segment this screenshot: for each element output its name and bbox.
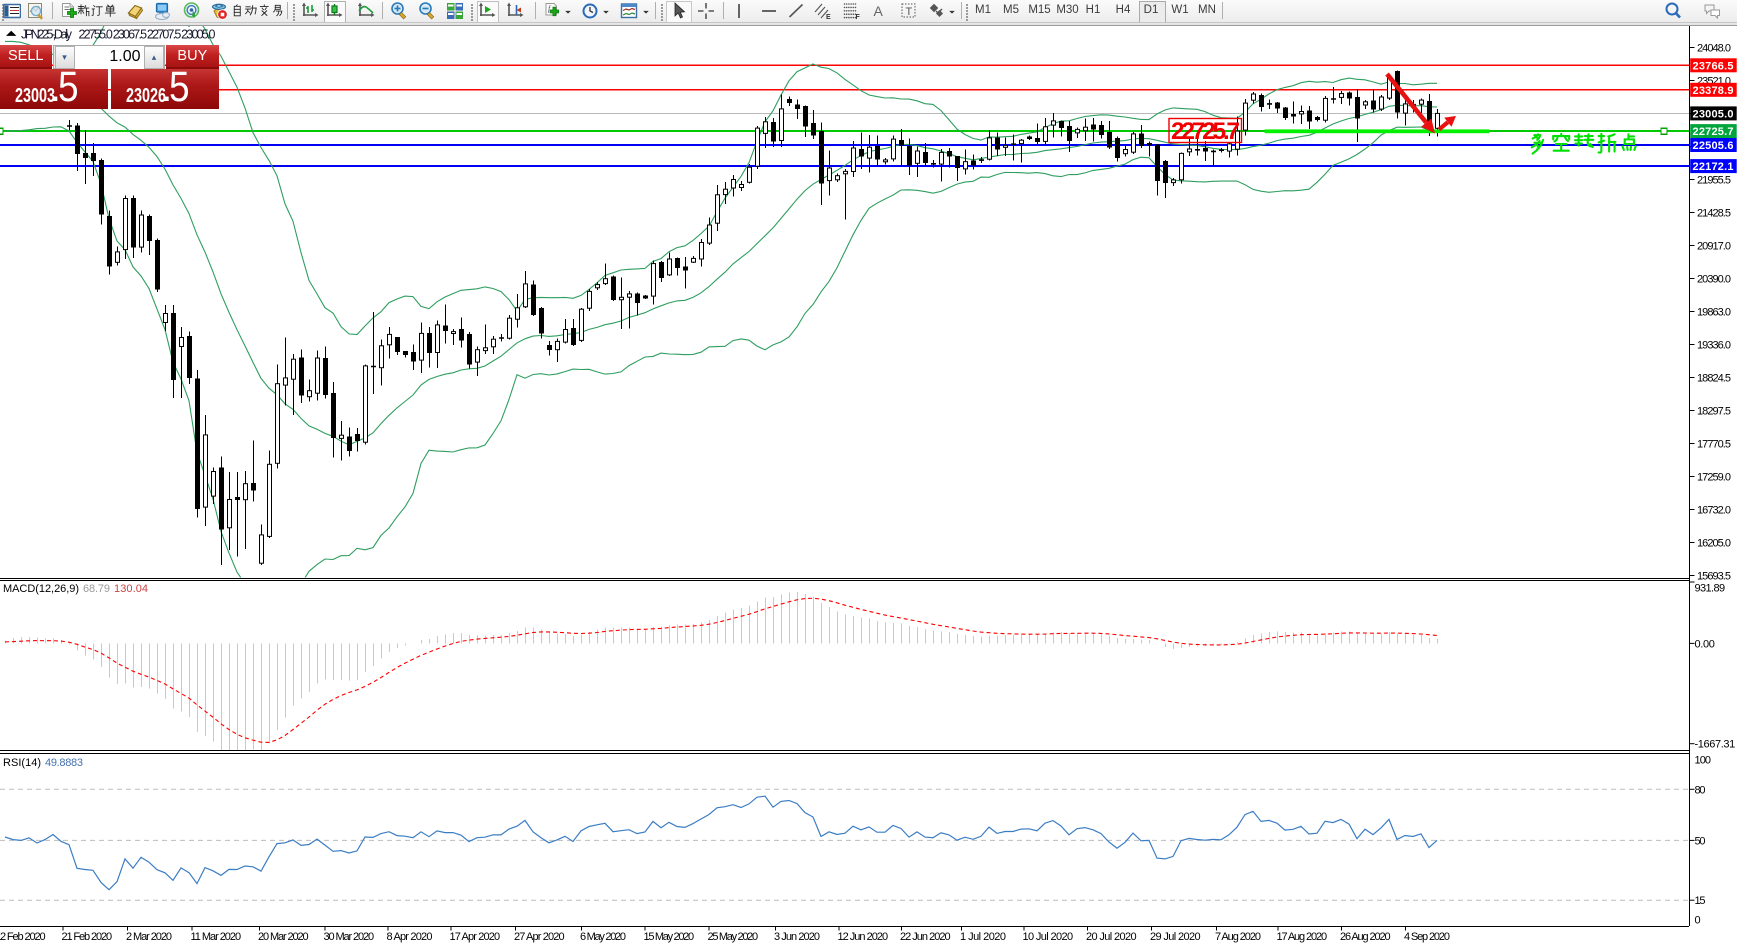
svg-text:20 Jul 2020: 20 Jul 2020 — [1086, 931, 1137, 943]
svg-text:23766.5: 23766.5 — [1693, 60, 1734, 72]
svg-text:21955.5: 21955.5 — [1697, 175, 1731, 187]
svg-text:17 Aug 2020: 17 Aug 2020 — [1277, 931, 1328, 943]
svg-text:E: E — [826, 14, 831, 20]
svg-text:20 Mar 2020: 20 Mar 2020 — [258, 931, 309, 943]
svg-text:0: 0 — [1695, 914, 1701, 926]
svg-text:3 Jun 2020: 3 Jun 2020 — [774, 931, 820, 943]
svg-text:F: F — [855, 14, 860, 20]
svg-text:19336.0: 19336.0 — [1697, 340, 1731, 352]
svg-text:A: A — [874, 3, 884, 19]
svg-text:30 Mar 2020: 30 Mar 2020 — [324, 931, 375, 943]
svg-text:4 Sep 2020: 4 Sep 2020 — [1404, 931, 1450, 943]
svg-text:0.00: 0.00 — [1695, 638, 1715, 650]
svg-text:6 May 2020: 6 May 2020 — [580, 931, 626, 943]
svg-text:21 Feb 2020: 21 Feb 2020 — [62, 931, 113, 943]
svg-text:MACD(12,26,9): MACD(12,26,9) — [3, 583, 79, 595]
svg-text:130.04: 130.04 — [114, 583, 148, 595]
svg-text:50: 50 — [1695, 835, 1706, 847]
svg-text:19863.0: 19863.0 — [1697, 307, 1731, 319]
svg-text:80: 80 — [1695, 784, 1706, 796]
svg-text:22505.6: 22505.6 — [1693, 140, 1734, 152]
svg-text:17 Apr 2020: 17 Apr 2020 — [450, 931, 501, 943]
svg-text:931.89: 931.89 — [1695, 582, 1726, 594]
svg-text:2 Mar 2020: 2 Mar 2020 — [126, 931, 172, 943]
svg-text:26 Aug 2020: 26 Aug 2020 — [1340, 931, 1391, 943]
svg-text:-1667.31: -1667.31 — [1695, 739, 1736, 751]
svg-text:10 Jul 2020: 10 Jul 2020 — [1023, 931, 1074, 943]
svg-text:JPN225-,Daily: JPN225-,Daily — [21, 28, 73, 42]
svg-text:22755.0 23067.5 22707.5 23005.: 22755.0 23067.5 22707.5 23005.0 — [79, 28, 216, 42]
svg-text:27 Apr 2020: 27 Apr 2020 — [514, 931, 565, 943]
svg-text:21428.5: 21428.5 — [1697, 208, 1731, 220]
svg-text:12 Jun 2020: 12 Jun 2020 — [838, 931, 889, 943]
svg-text:29 Jul 2020: 29 Jul 2020 — [1150, 931, 1201, 943]
svg-text:23378.9: 23378.9 — [1693, 85, 1734, 97]
svg-text:15693.5: 15693.5 — [1697, 571, 1731, 583]
svg-text:16732.0: 16732.0 — [1697, 505, 1731, 517]
svg-text:15 May 2020: 15 May 2020 — [644, 931, 695, 943]
svg-text:20390.0: 20390.0 — [1697, 274, 1731, 286]
svg-text:22172.1: 22172.1 — [1693, 161, 1734, 173]
svg-text:12 Feb 2020: 12 Feb 2020 — [0, 931, 46, 943]
svg-text:17259.0: 17259.0 — [1697, 472, 1731, 484]
svg-text:18297.5: 18297.5 — [1697, 406, 1731, 418]
svg-text:15: 15 — [1695, 895, 1706, 907]
svg-text:7 Aug 2020: 7 Aug 2020 — [1215, 931, 1261, 943]
svg-text:RSI(14): RSI(14) — [3, 757, 41, 769]
svg-text:24048.0: 24048.0 — [1697, 43, 1731, 55]
svg-text:23005.0: 23005.0 — [1693, 108, 1734, 120]
svg-text:18824.5: 18824.5 — [1697, 373, 1731, 385]
svg-text:22725.7: 22725.7 — [1171, 118, 1240, 145]
svg-text:25 May 2020: 25 May 2020 — [708, 931, 759, 943]
svg-text:1 Jul 2020: 1 Jul 2020 — [960, 931, 1006, 943]
svg-text:T: T — [905, 6, 912, 18]
svg-text:f: f — [548, 4, 552, 13]
svg-text:16205.0: 16205.0 — [1697, 538, 1731, 550]
svg-text:100: 100 — [1695, 754, 1712, 766]
svg-text:22 Jun 2020: 22 Jun 2020 — [900, 931, 951, 943]
svg-text:22725.7: 22725.7 — [1693, 126, 1734, 138]
svg-text:17770.5: 17770.5 — [1697, 439, 1731, 451]
svg-text:8 Apr 2020: 8 Apr 2020 — [387, 931, 433, 943]
svg-text:49.8883: 49.8883 — [45, 757, 83, 769]
svg-text:20917.0: 20917.0 — [1697, 241, 1731, 253]
svg-text:11 Mar 2020: 11 Mar 2020 — [191, 931, 242, 943]
svg-text:68.79: 68.79 — [83, 583, 110, 595]
